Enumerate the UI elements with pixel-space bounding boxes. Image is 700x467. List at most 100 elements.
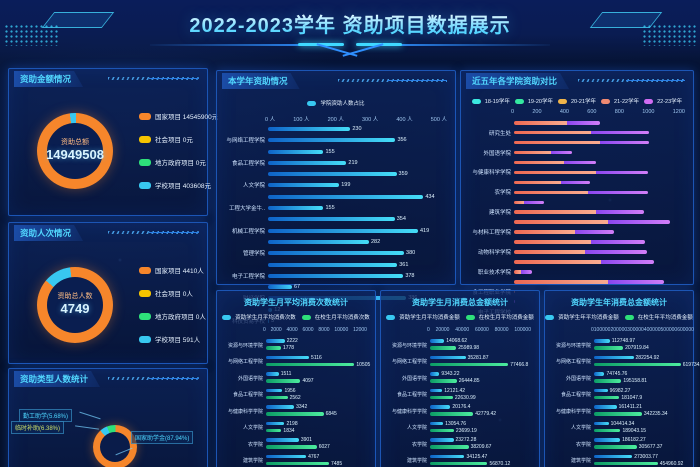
- bar: [268, 160, 347, 165]
- stack-segment: [563, 160, 596, 165]
- bar-track: 1956 2562: [266, 388, 367, 402]
- bar: [266, 445, 317, 449]
- legend-item[interactable]: 国家项目 4410人: [139, 265, 206, 275]
- bar-line: 7485: [266, 461, 367, 467]
- bar-row: 434: [223, 194, 447, 200]
- bar-value: 273003.77: [634, 453, 658, 460]
- bar-track: 104414.34 189043.15: [594, 421, 685, 435]
- header-decor: [4, 24, 58, 46]
- stack-row: [467, 240, 685, 244]
- bar-value: 2562: [289, 394, 301, 401]
- legend-item[interactable]: 资助学生年平均消费金额: [545, 313, 619, 321]
- legend-item[interactable]: 在校生月平均消费次数: [301, 313, 370, 321]
- bar-value: 42779.42: [475, 411, 497, 417]
- bar-value: 5116: [311, 354, 322, 361]
- legend-item[interactable]: 社会项目 0人: [139, 288, 206, 298]
- bar-value: 361: [399, 261, 409, 268]
- legend-item[interactable]: 学院资助人数占比: [307, 99, 365, 107]
- bar: [430, 379, 457, 383]
- category-label: 资源与环境学院: [555, 342, 591, 349]
- stacked-bar: [514, 190, 685, 195]
- legend-item[interactable]: 在校生月平均消费金额: [465, 313, 534, 321]
- bar-value: 219: [348, 159, 358, 166]
- bar: [594, 445, 637, 449]
- legend-item[interactable]: 18-19学年: [471, 97, 510, 105]
- legend-item[interactable]: 19-20学年: [514, 97, 553, 105]
- bar: [594, 454, 633, 459]
- stack-row: 外国语学院: [467, 149, 685, 157]
- axis-tick: 0: [263, 327, 266, 333]
- panel-funding-types: 资助类型人数统计 勤工助学(5.68%) 临时补助(6.38%) 国家助学金(8…: [8, 368, 208, 467]
- bars-five-year: 研究生处 外国语学院 与健康科学学院 农学院 建筑学院 与材料工程学院 动物科学学院 职业技术…: [467, 121, 685, 316]
- panel-funding-amount: 资助金额情况 资助总额 14949508 国家项目 14545900元 社会项目 …: [8, 68, 218, 216]
- legend-item[interactable]: 在校生年平均消费金额: [624, 313, 693, 321]
- stack-segment: [595, 170, 648, 175]
- bar-line: 181047.9: [594, 395, 685, 401]
- bar: [430, 372, 440, 376]
- donut-center: 资助总额 14949508: [37, 137, 113, 162]
- bar: [594, 355, 634, 360]
- bar-track: 5116 10505: [266, 354, 370, 369]
- bar-value: 1511: [280, 371, 292, 377]
- pair-row: 农学院 23272.28 38209.67: [387, 437, 531, 451]
- bar: [268, 127, 351, 131]
- stack-segment: [595, 210, 645, 214]
- legend-item[interactable]: 资助学生月平均消费金额: [386, 313, 460, 321]
- axis-tick: 80000: [494, 327, 509, 333]
- bar-track: 4767 7485: [266, 454, 367, 467]
- bar-value: 4097: [302, 378, 314, 384]
- pie-leader-line: [79, 411, 101, 420]
- legend-item[interactable]: 22-23学年: [644, 97, 682, 105]
- pair-row: 农学院 3901 6027: [223, 437, 367, 451]
- bar-line: 454960.92: [594, 461, 685, 467]
- stack-segment: [514, 121, 568, 125]
- bar: [266, 395, 288, 400]
- category-label: 与材料工程学院: [472, 230, 511, 237]
- category-label: 管理学院: [242, 251, 265, 258]
- pie-leader-line: [75, 425, 99, 430]
- legend-item[interactable]: 国家项目 14545900元: [139, 111, 218, 121]
- category-label: 人文学院: [570, 425, 591, 431]
- bar-value: 454960.92: [659, 460, 684, 467]
- bar-line: 189043.15: [594, 428, 685, 434]
- bar-value: 1834: [283, 427, 295, 434]
- axis-tick: 300000: [627, 327, 644, 333]
- legend-item[interactable]: 地方政府项目 0元: [139, 157, 218, 167]
- axis-tick: 300 人: [362, 117, 379, 123]
- legend-item[interactable]: 资助学生月平均消费次数: [222, 313, 296, 321]
- bar-line: 22630.99: [430, 395, 531, 401]
- bar-value: 112748.97: [611, 338, 636, 344]
- legend-item[interactable]: 社会项目 0元: [139, 134, 218, 144]
- x-axis: 0 100000 200000 300000 400000 500000 600000: [551, 327, 694, 333]
- legend-item[interactable]: 学校项目 591人: [139, 334, 206, 344]
- bar: [430, 395, 453, 400]
- bar-track: 155: [268, 205, 447, 211]
- bar-value: 96982.27: [609, 387, 631, 394]
- header-decor: [642, 24, 696, 46]
- bar-value: 434: [425, 193, 435, 200]
- bar-track: 3901 6027: [266, 437, 367, 451]
- bar-value: 7485: [330, 460, 343, 467]
- bar: [430, 346, 457, 350]
- bar-line: 155: [268, 205, 447, 211]
- bar-line: 155: [268, 149, 447, 155]
- legend-item[interactable]: 20-21学年: [557, 97, 596, 105]
- legend-label: 学校项目 403608元: [155, 183, 211, 190]
- pair-row: 建筑学院 273003.77 454960.92: [551, 454, 685, 467]
- bar-value: 161411.21: [618, 404, 642, 410]
- bar: [268, 217, 395, 222]
- bar: [430, 412, 474, 416]
- legend-item[interactable]: 地方政府项目 0人: [139, 311, 206, 321]
- stacked-bar: [514, 210, 685, 214]
- bar-value: 23272.28: [455, 437, 477, 443]
- legend-item[interactable]: 学校项目 403608元: [139, 180, 218, 190]
- legend-item[interactable]: 21-22学年: [601, 97, 639, 105]
- bar-track: 230: [268, 126, 447, 132]
- bar: [430, 388, 443, 393]
- bar-line: 2562: [266, 395, 367, 401]
- stack-row: 职业技术学院: [467, 268, 685, 276]
- decor-line: [107, 231, 200, 234]
- bar-value: 230: [352, 126, 362, 132]
- bar-line: 23699.19: [430, 428, 531, 434]
- pie-label-national: 国家助学金(87.94%): [131, 431, 194, 444]
